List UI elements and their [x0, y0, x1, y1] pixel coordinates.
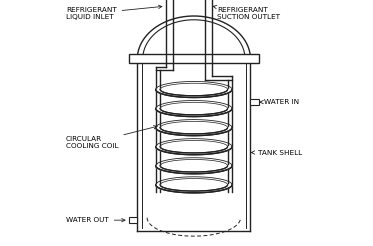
Text: REFRIGERANT
LIQUID INLET: REFRIGERANT LIQUID INLET [66, 5, 162, 20]
Text: CIRCULAR
COOLING COIL: CIRCULAR COOLING COIL [66, 125, 157, 149]
Text: REFRIGERANT
SUCTION OUTLET: REFRIGERANT SUCTION OUTLET [213, 5, 280, 20]
Polygon shape [156, 108, 232, 117]
Bar [129, 54, 259, 63]
Polygon shape [156, 90, 232, 97]
Bar [250, 99, 259, 105]
Text: TANK SHELL: TANK SHELL [251, 150, 302, 155]
Polygon shape [156, 128, 232, 136]
Text: WATER IN: WATER IN [260, 99, 299, 105]
Polygon shape [156, 185, 232, 193]
Polygon shape [156, 147, 232, 155]
Polygon shape [156, 166, 232, 174]
Bar [129, 217, 137, 223]
Text: WATER OUT: WATER OUT [66, 217, 125, 223]
